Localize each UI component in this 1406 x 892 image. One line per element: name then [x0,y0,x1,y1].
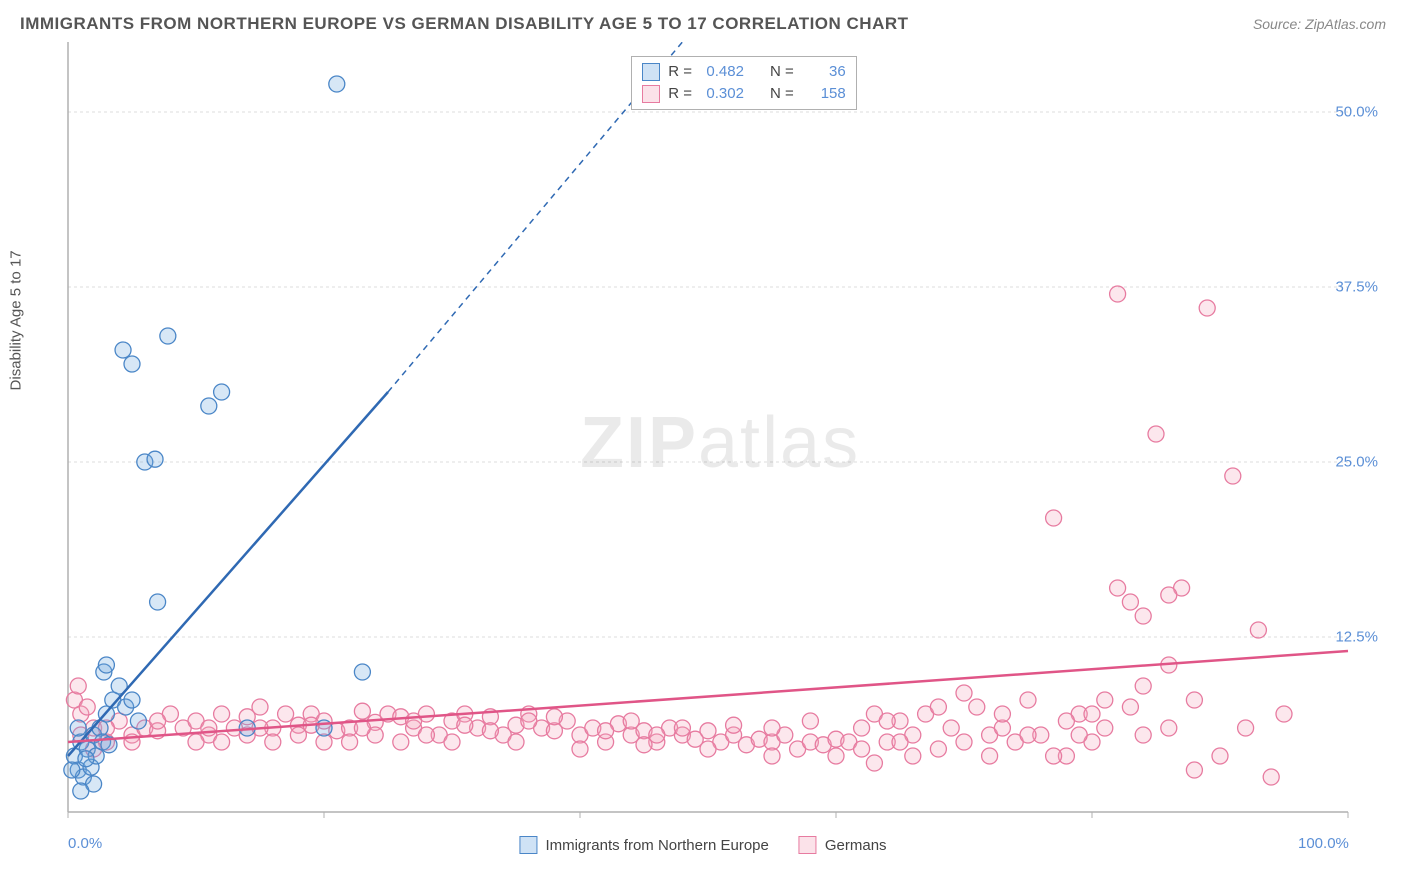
legend-swatch [519,836,537,854]
legend-swatch [642,85,660,103]
legend-swatch [799,836,817,854]
y-tick-label: 37.5% [1335,279,1378,296]
stats-legend: R = 0.482 N = 36 R = 0.302 N = 158 [631,56,857,110]
legend-item: Immigrants from Northern Europe [519,836,768,854]
n-value: 158 [802,83,846,105]
x-tick-label: 100.0% [1298,835,1349,852]
y-tick-label: 25.0% [1335,454,1378,471]
legend-item: Germans [799,836,887,854]
source-label: Source: ZipAtlas.com [1253,16,1386,32]
y-tick-label: 12.5% [1335,629,1378,646]
r-value: 0.482 [700,61,744,83]
y-tick-label: 50.0% [1335,104,1378,121]
n-label: N = [770,61,794,83]
scatter-chart [20,42,1386,862]
r-value: 0.302 [700,83,744,105]
chart-title: IMMIGRANTS FROM NORTHERN EUROPE VS GERMA… [20,14,909,34]
r-label: R = [668,61,692,83]
y-axis-label: Disability Age 5 to 17 [8,250,25,390]
legend-label: Immigrants from Northern Europe [545,837,768,854]
stats-row: R = 0.302 N = 158 [642,83,846,105]
n-value: 36 [802,61,846,83]
legend-swatch [642,63,660,81]
legend-label: Germans [825,837,887,854]
stats-row: R = 0.482 N = 36 [642,61,846,83]
series-legend: Immigrants from Northern Europe Germans [519,836,886,854]
r-label: R = [668,83,692,105]
x-tick-label: 0.0% [68,835,102,852]
chart-container: Disability Age 5 to 17 12.5%25.0%37.5%50… [20,42,1386,862]
n-label: N = [770,83,794,105]
